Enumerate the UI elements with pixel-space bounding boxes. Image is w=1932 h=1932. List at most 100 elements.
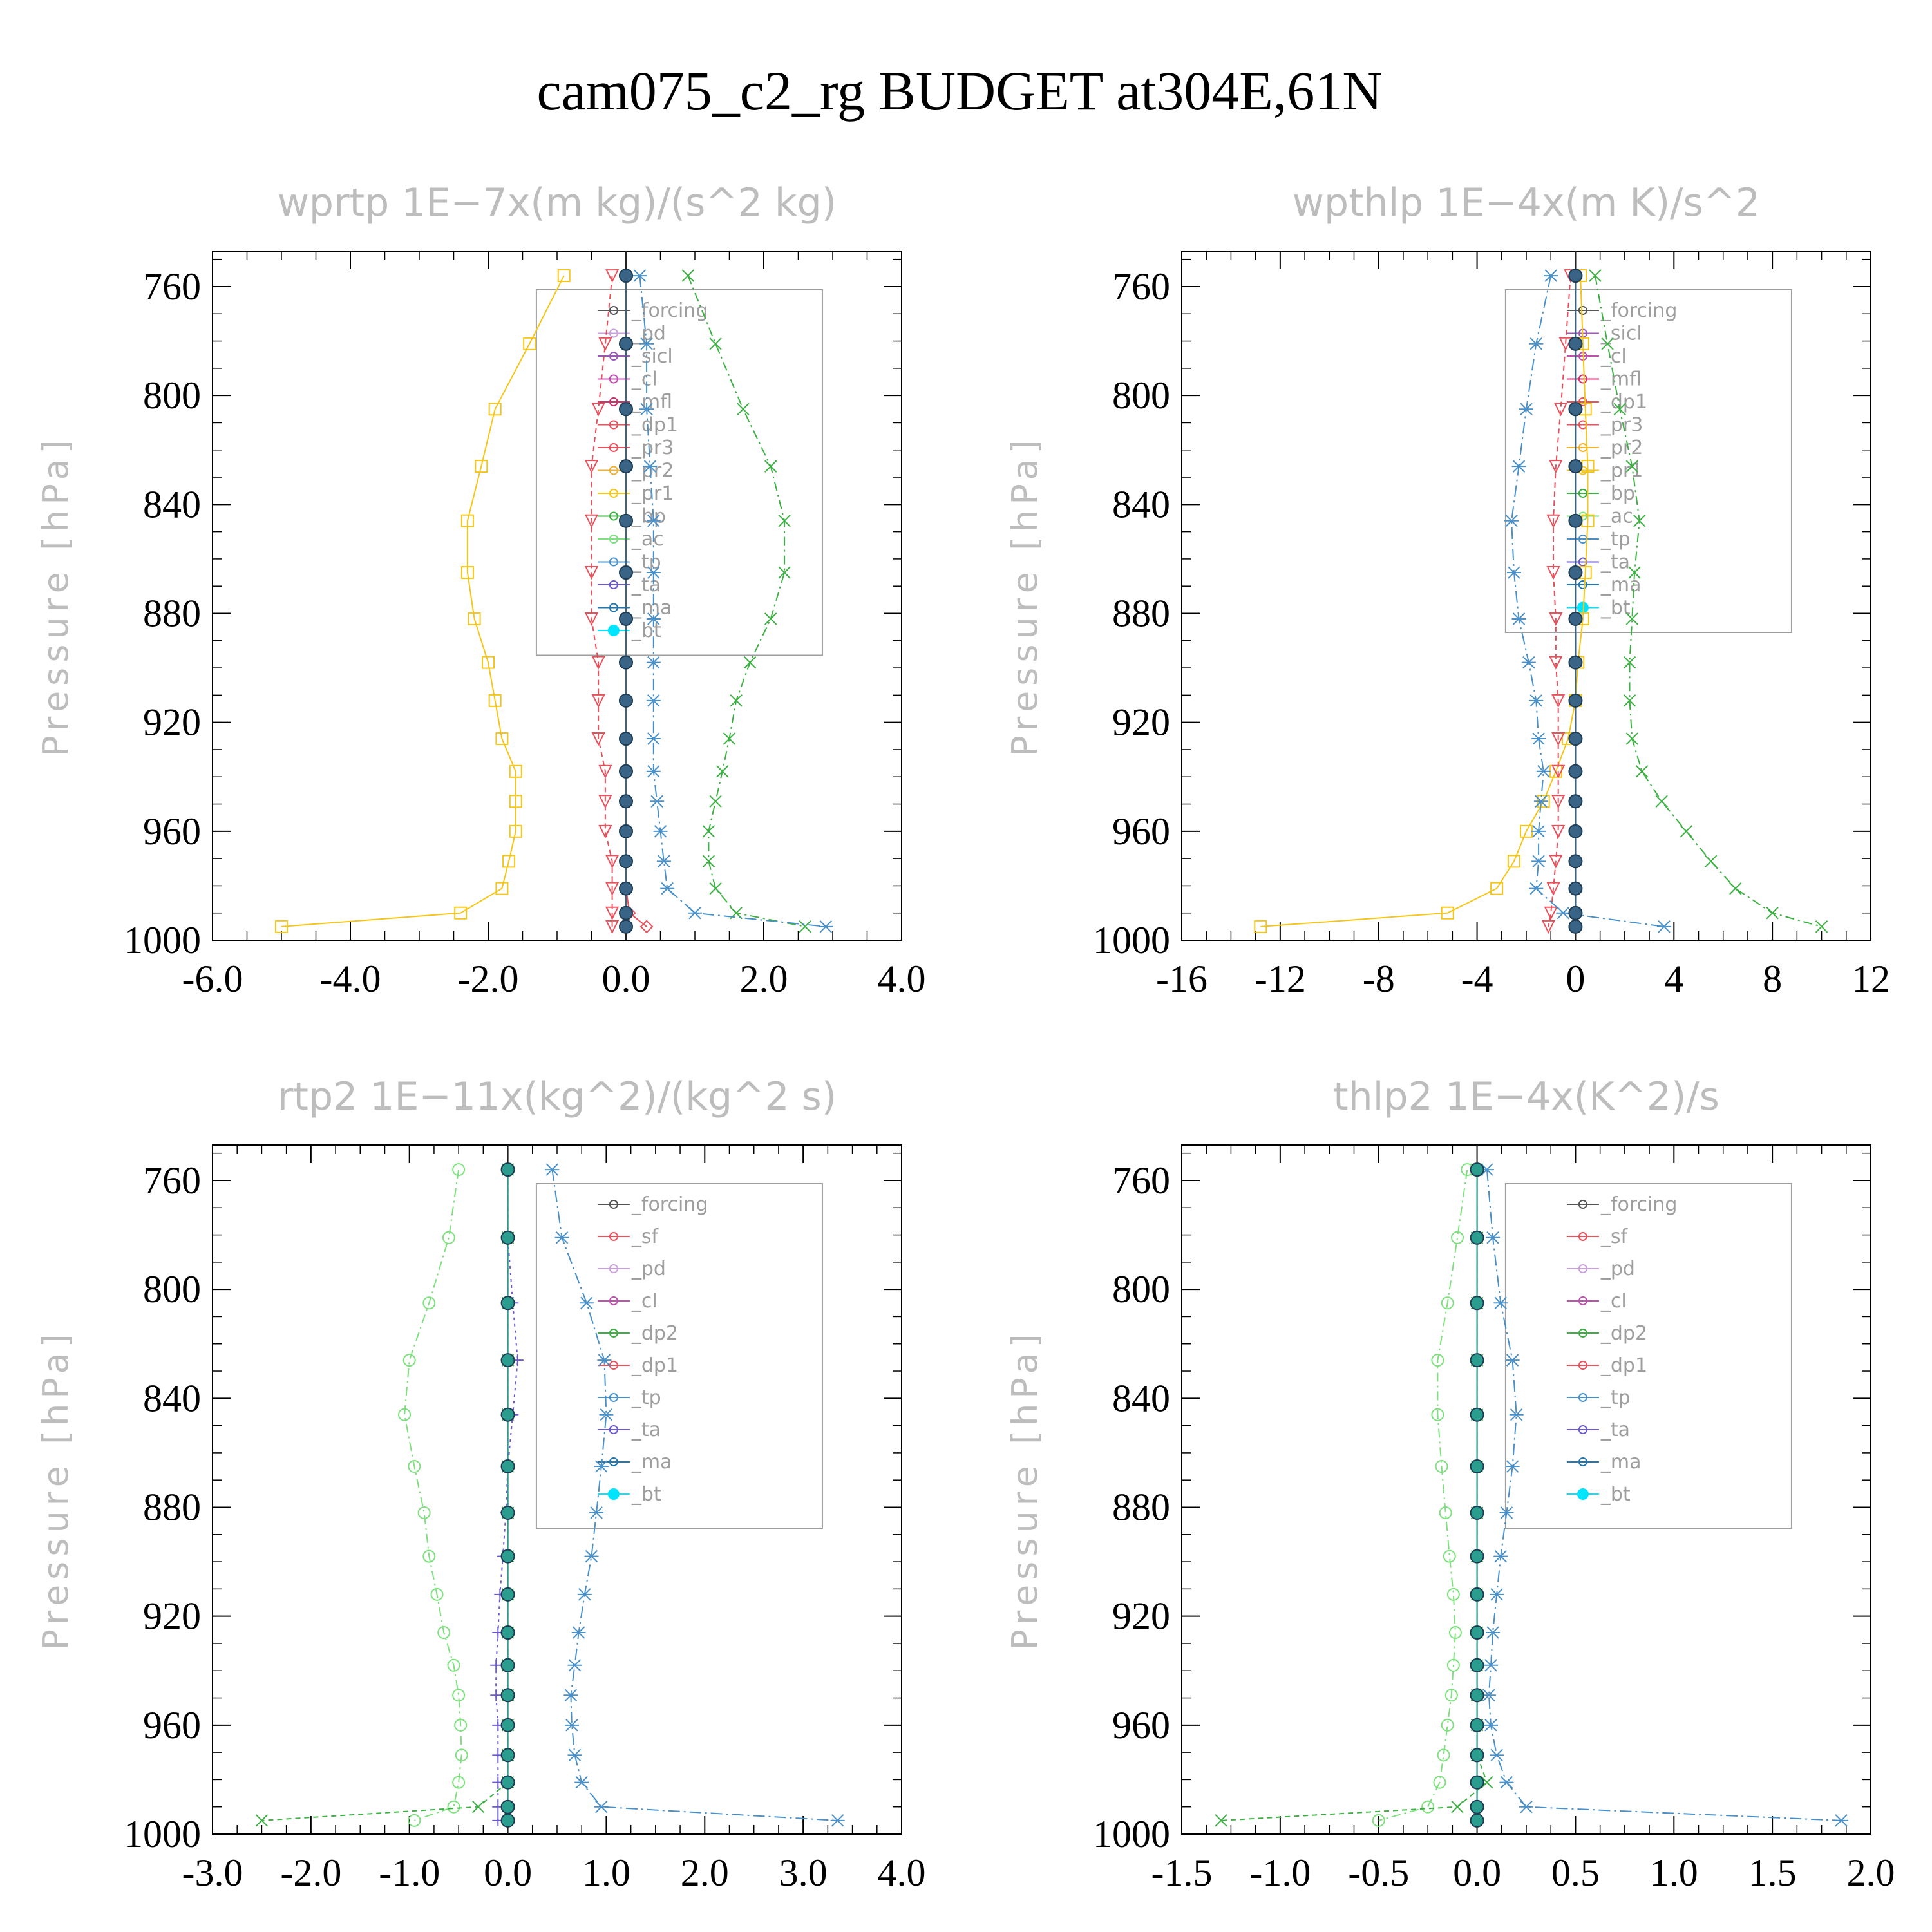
data-point — [1444, 1689, 1458, 1702]
data-point — [1834, 1814, 1849, 1827]
panels: wprtp 1E−7x(m kg)/(s^2 kg) Pressure [hPa]… — [35, 180, 1895, 1894]
data-point — [1441, 1718, 1454, 1732]
data-point — [1470, 1549, 1484, 1564]
data-point — [1505, 1460, 1520, 1473]
legend-marker — [609, 1393, 618, 1402]
data-point — [619, 336, 633, 351]
data-point — [591, 402, 605, 417]
data-point — [1499, 1776, 1514, 1789]
y-tick-label: 840 — [143, 483, 201, 526]
data-point — [589, 1506, 604, 1519]
data-point — [460, 514, 474, 527]
data-point — [1549, 460, 1563, 474]
x-tick-label: 2.0 — [1847, 1852, 1895, 1894]
data-point — [778, 514, 791, 527]
data-point — [1451, 1801, 1464, 1814]
series-bt — [1470, 1162, 1484, 1828]
data-point — [605, 269, 620, 283]
y-axis-label: Pressure [hPa] — [35, 1329, 76, 1650]
data-point — [500, 1162, 515, 1177]
x-tick-label: -6.0 — [182, 958, 243, 1000]
legend-entry: _cl — [631, 368, 658, 391]
legend-entry: _dp1 — [1600, 391, 1647, 413]
data-point — [1544, 269, 1558, 282]
series-bp — [681, 269, 811, 933]
data-point — [1541, 920, 1556, 934]
y-tick-label: 1000 — [124, 919, 201, 961]
x-tick-label: 12 — [1852, 958, 1890, 1000]
data-point — [567, 1659, 582, 1672]
data-point — [500, 1459, 515, 1474]
data-point — [1441, 1296, 1454, 1310]
legend-entry: _ma — [631, 1451, 672, 1473]
data-point — [646, 694, 661, 707]
legend-marker — [1578, 1264, 1587, 1273]
data-point — [1529, 337, 1544, 350]
legend-entry: _bt — [1600, 1483, 1631, 1506]
x-tick-label: 0.0 — [484, 1852, 532, 1894]
data-point — [1421, 1800, 1435, 1814]
data-point — [1544, 906, 1558, 920]
data-point — [1815, 920, 1828, 933]
data-point — [619, 732, 633, 746]
series-line — [591, 275, 613, 927]
legend-entry: _forcing — [631, 1193, 708, 1216]
data-point — [509, 824, 522, 838]
data-point — [1470, 1459, 1484, 1474]
data-point — [619, 565, 633, 580]
legend-marker — [609, 511, 618, 521]
data-point — [574, 1776, 589, 1789]
y-tick-label: 1000 — [1093, 1813, 1170, 1855]
data-point — [422, 1549, 436, 1563]
data-point — [646, 732, 661, 745]
y-tick-label: 960 — [1112, 810, 1170, 853]
y-tick-label: 840 — [1112, 483, 1170, 526]
data-point — [475, 460, 488, 473]
data-point — [452, 1776, 466, 1789]
x-tick-label: 4 — [1664, 958, 1683, 1000]
data-point — [681, 269, 695, 282]
data-point — [619, 764, 633, 779]
data-point — [1568, 854, 1583, 869]
data-point — [830, 1814, 845, 1827]
data-point — [605, 855, 620, 869]
legend: _forcing_sicl_cl_mfl_dp1_pr3_pr2_pr1_bp_… — [1504, 289, 1792, 633]
data-point — [1509, 1408, 1524, 1421]
legend-entry: _sicl — [1600, 323, 1642, 345]
data-point — [1531, 732, 1546, 745]
legend-entry: _cl — [631, 1290, 658, 1312]
legend-marker — [609, 1457, 618, 1466]
data-point — [1215, 1814, 1227, 1827]
data-point — [509, 795, 522, 808]
data-point — [455, 1748, 468, 1762]
data-point — [660, 882, 675, 895]
data-point — [1443, 1549, 1456, 1563]
data-point — [430, 1587, 444, 1601]
legend-entry: _bt — [1600, 597, 1631, 620]
legend-entry: _sf — [1600, 1226, 1629, 1248]
data-point — [1553, 402, 1568, 417]
data-point — [1623, 656, 1636, 669]
data-point — [1490, 1748, 1504, 1762]
data-point — [1568, 905, 1583, 920]
x-tick-label: 4.0 — [878, 1852, 926, 1894]
data-point — [1613, 402, 1626, 416]
data-point — [639, 402, 654, 416]
legend-marker — [1578, 1296, 1587, 1305]
legend-marker — [1578, 1425, 1587, 1434]
data-point — [500, 1775, 515, 1790]
legend-entry: _bp — [1600, 482, 1635, 505]
series-pr1 — [275, 269, 571, 933]
legend-entry: _dp2 — [631, 1322, 678, 1345]
x-tick-label: 0.0 — [602, 958, 650, 1000]
data-point — [422, 1296, 436, 1310]
series-tp — [545, 1163, 845, 1827]
data-point — [1470, 1718, 1484, 1732]
legend-entry: _dp1 — [631, 414, 678, 437]
legend-marker — [609, 1200, 618, 1209]
legend-entry: _ac — [631, 528, 664, 551]
data-point — [1511, 612, 1526, 625]
legend-entry: _ta — [631, 1419, 661, 1441]
data-point — [1483, 1659, 1498, 1672]
